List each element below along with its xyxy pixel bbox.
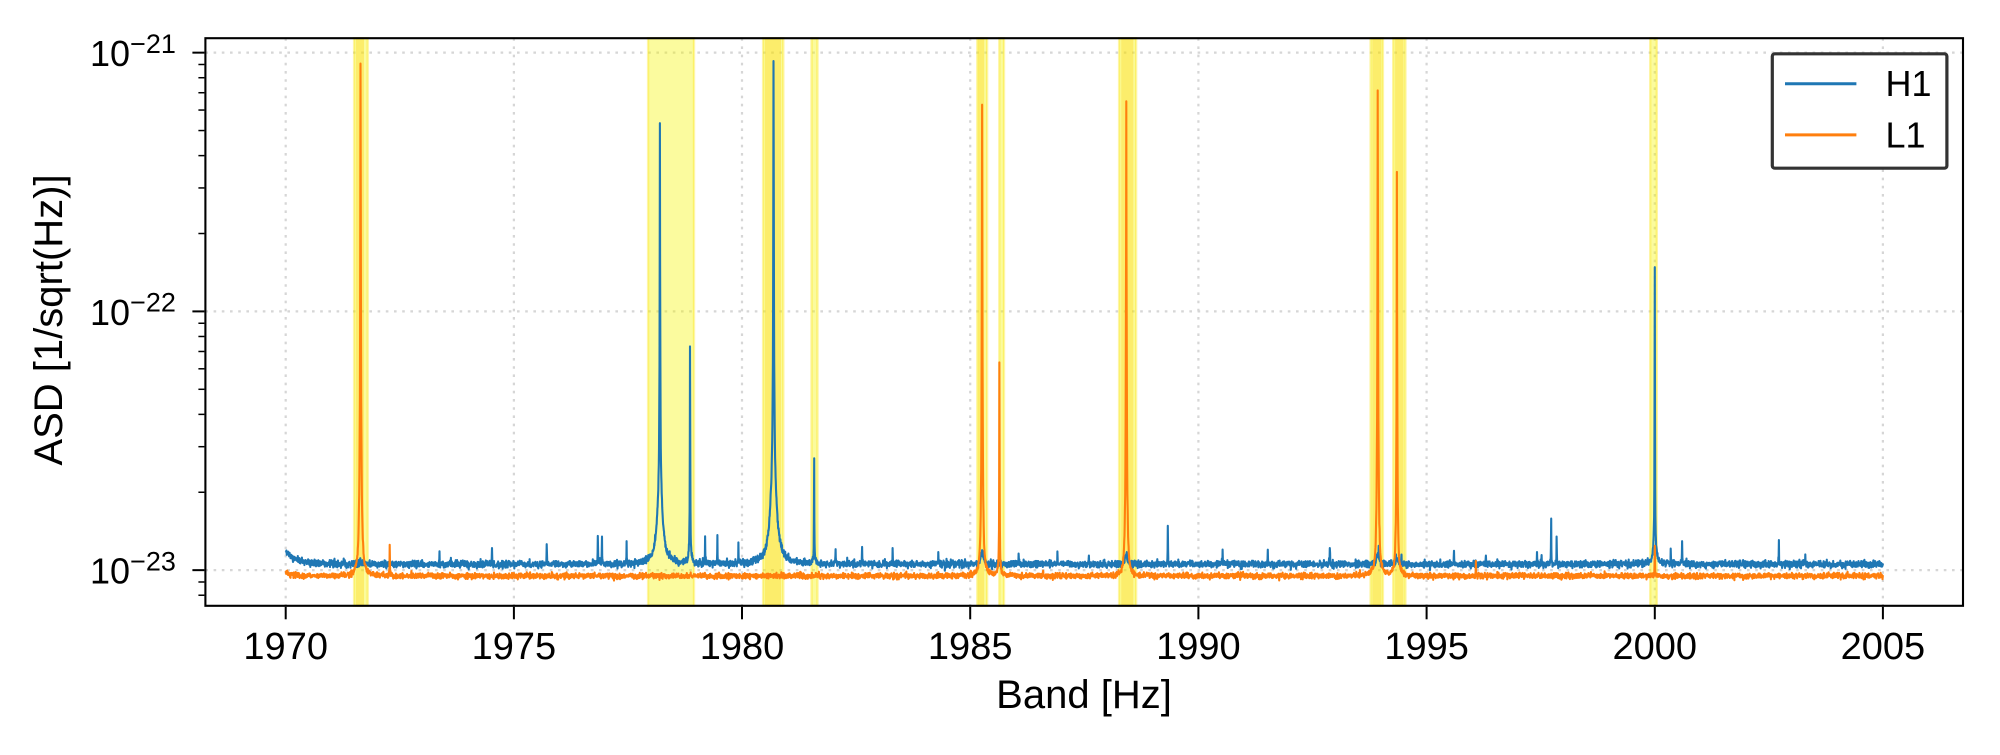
svg-text:1975: 1975 [472,626,557,668]
svg-text:H1: H1 [1886,63,1932,104]
svg-text:L1: L1 [1886,114,1926,155]
svg-text:2005: 2005 [1841,626,1926,668]
svg-text:2000: 2000 [1613,626,1698,668]
svg-text:1970: 1970 [243,626,328,668]
svg-text:1985: 1985 [928,626,1013,668]
svg-text:1995: 1995 [1384,626,1469,668]
svg-text:Band [Hz]: Band [Hz] [996,673,1172,717]
svg-text:1980: 1980 [700,626,785,668]
svg-text:ASD [1/sqrt(Hz)]: ASD [1/sqrt(Hz)] [27,174,71,465]
svg-text:1990: 1990 [1156,626,1241,668]
